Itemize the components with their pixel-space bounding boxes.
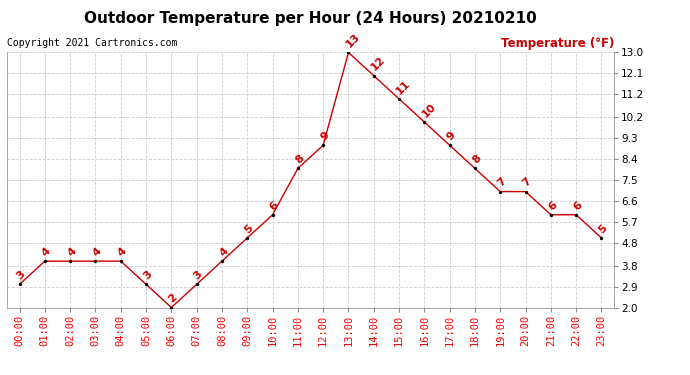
Point	[545, 212, 556, 218]
Text: Copyright 2021 Cartronics.com: Copyright 2021 Cartronics.com	[7, 38, 177, 48]
Text: Temperature (°F): Temperature (°F)	[501, 38, 614, 51]
Point	[14, 281, 25, 287]
Point	[317, 142, 328, 148]
Point	[469, 165, 480, 171]
Text: 9: 9	[445, 130, 457, 142]
Point	[90, 258, 101, 264]
Point	[596, 235, 607, 241]
Text: 8: 8	[293, 153, 306, 166]
Text: 8: 8	[471, 153, 483, 166]
Text: 3: 3	[15, 269, 28, 282]
Text: 6: 6	[268, 200, 281, 212]
Text: 4: 4	[66, 246, 78, 258]
Text: 9: 9	[319, 130, 331, 142]
Text: 7: 7	[495, 176, 509, 189]
Point	[444, 142, 455, 148]
Text: 3: 3	[141, 269, 154, 282]
Text: 10: 10	[420, 101, 437, 119]
Point	[343, 50, 354, 55]
Text: 4: 4	[40, 246, 53, 258]
Point	[191, 281, 202, 287]
Text: 13: 13	[344, 32, 362, 50]
Text: 11: 11	[395, 78, 413, 96]
Point	[495, 189, 506, 195]
Point	[520, 189, 531, 195]
Point	[217, 258, 228, 264]
Text: 5: 5	[597, 223, 609, 235]
Point	[115, 258, 126, 264]
Point	[141, 281, 152, 287]
Point	[293, 165, 304, 171]
Point	[571, 212, 582, 218]
Text: 6: 6	[546, 200, 559, 212]
Point	[39, 258, 50, 264]
Text: Outdoor Temperature per Hour (24 Hours) 20210210: Outdoor Temperature per Hour (24 Hours) …	[84, 11, 537, 26]
Point	[267, 212, 278, 218]
Text: 7: 7	[521, 176, 533, 189]
Text: 12: 12	[369, 55, 387, 73]
Text: 4: 4	[217, 246, 230, 258]
Point	[65, 258, 76, 264]
Text: 4: 4	[91, 246, 103, 258]
Text: 2: 2	[167, 292, 179, 305]
Point	[419, 119, 430, 125]
Point	[393, 96, 404, 102]
Text: 5: 5	[243, 223, 255, 235]
Text: 4: 4	[116, 246, 129, 258]
Text: 3: 3	[192, 269, 204, 282]
Point	[166, 304, 177, 310]
Point	[241, 235, 253, 241]
Point	[368, 73, 380, 79]
Text: 6: 6	[571, 200, 584, 212]
